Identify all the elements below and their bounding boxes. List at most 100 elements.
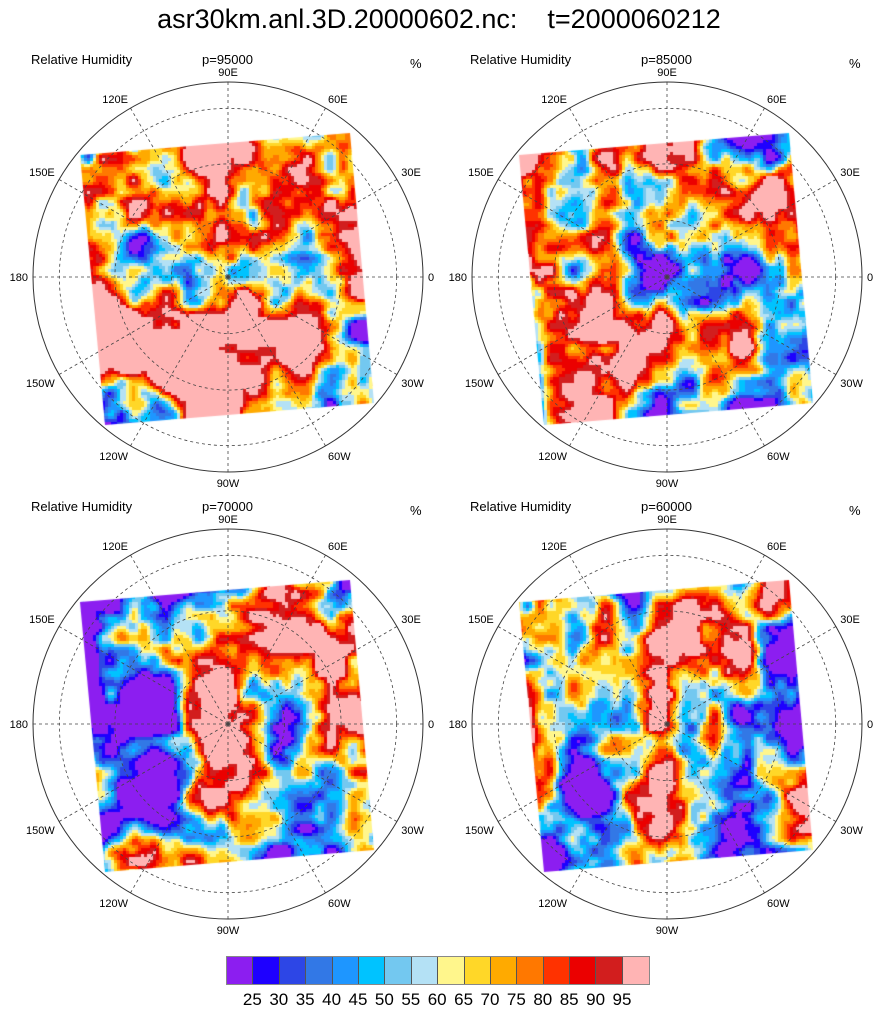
meridian-line bbox=[227, 276, 398, 375]
longitude-label: 150E bbox=[468, 614, 494, 626]
meridian-line bbox=[666, 723, 837, 822]
map-boundary-circle bbox=[471, 81, 863, 473]
colorbar-label: 50 bbox=[374, 990, 394, 1009]
longitude-label: 30W bbox=[840, 825, 863, 837]
meridian-line bbox=[227, 107, 326, 278]
map-boundary-circle bbox=[471, 528, 863, 920]
map-panel: 90E 60E 30E 0 30W 60W 90W 120W 150W 180 150E 120E Re… bbox=[0, 45, 439, 492]
longitude-label: 60E bbox=[328, 541, 348, 553]
longitude-label: 60W bbox=[328, 898, 351, 910]
humidity-field bbox=[439, 45, 878, 492]
meridian-line bbox=[666, 554, 765, 725]
colorbar-box bbox=[517, 957, 544, 984]
meridian-line bbox=[227, 276, 326, 447]
meridian-line bbox=[666, 179, 837, 278]
longitude-label: 120E bbox=[102, 94, 128, 106]
panel-pressure-label: p=85000 bbox=[641, 52, 692, 67]
latitude-circle bbox=[114, 163, 342, 391]
longitude-label: 150W bbox=[465, 825, 494, 837]
meridian-line bbox=[227, 179, 398, 278]
map-grid-overlay: 90E 60E 30E 0 30W 60W 90W 120W 150W 180 150E 120E bbox=[449, 514, 873, 937]
colorbar bbox=[226, 956, 651, 985]
meridian-line bbox=[666, 723, 765, 894]
colorbar-label: 85 bbox=[559, 990, 579, 1009]
longitude-label: 0 bbox=[428, 719, 434, 731]
latitude-circle bbox=[553, 610, 781, 838]
longitude-label: 30E bbox=[840, 614, 860, 626]
colorbar-box bbox=[358, 957, 386, 984]
longitude-label: 120E bbox=[541, 94, 567, 106]
humidity-field bbox=[0, 492, 439, 939]
meridian-line bbox=[497, 626, 668, 725]
colorbar-box bbox=[227, 957, 254, 984]
meridian-line bbox=[569, 107, 668, 278]
figure-title: asr30km.anl.3D.20000602.nc: t=2000060212 bbox=[157, 4, 721, 34]
colorbar-box bbox=[253, 957, 280, 984]
longitude-label: 150W bbox=[26, 378, 55, 390]
map-panel: 90E 60E 30E 0 30W 60W 90W 120W 150W 180 150E 120E Re… bbox=[439, 45, 878, 492]
meridian-line bbox=[569, 276, 668, 447]
latitude-circle bbox=[114, 610, 342, 838]
humidity-field bbox=[0, 45, 439, 492]
colorbar-label: 25 bbox=[242, 990, 262, 1009]
meridian-line bbox=[227, 626, 398, 725]
colorbar-box bbox=[464, 957, 491, 984]
longitude-label: 30W bbox=[401, 378, 424, 390]
colorbar-box bbox=[570, 957, 597, 984]
colorbar-box bbox=[306, 957, 333, 984]
longitude-label: 150W bbox=[26, 825, 55, 837]
longitude-label: 120W bbox=[538, 451, 567, 463]
longitude-label: 0 bbox=[428, 272, 434, 284]
longitude-label: 120W bbox=[538, 898, 567, 910]
longitude-label: 180 bbox=[10, 719, 28, 731]
map-boundary-circle bbox=[32, 528, 424, 920]
panel-pressure-label: p=95000 bbox=[202, 52, 253, 67]
longitude-label: 60W bbox=[767, 451, 790, 463]
meridian-line bbox=[130, 276, 229, 447]
meridian-line bbox=[227, 554, 326, 725]
panel-variable-label: Relative Humidity bbox=[31, 499, 133, 514]
longitude-label: 30E bbox=[401, 614, 421, 626]
longitude-label: 30W bbox=[401, 825, 424, 837]
map-panel: 90E 60E 30E 0 30W 60W 90W 120W 150W 180 150E 120E Re… bbox=[439, 492, 878, 939]
longitude-label: 180 bbox=[10, 272, 28, 284]
panel-variable-label: Relative Humidity bbox=[470, 52, 572, 67]
colorbar-box bbox=[490, 957, 518, 984]
longitude-label: 30E bbox=[401, 167, 421, 179]
longitude-label: 120W bbox=[99, 451, 128, 463]
longitude-label: 60E bbox=[767, 94, 787, 106]
colorbar-label: 75 bbox=[506, 990, 526, 1009]
meridian-line bbox=[227, 723, 398, 822]
colorbar-label: 40 bbox=[322, 990, 342, 1009]
meridian-line bbox=[130, 554, 229, 725]
panel-pressure-label: p=60000 bbox=[641, 499, 692, 514]
meridian-line bbox=[666, 626, 837, 725]
meridian-line bbox=[130, 107, 229, 278]
meridian-line bbox=[666, 276, 837, 375]
colorbar-label: 55 bbox=[401, 990, 421, 1009]
colorbar-label: 35 bbox=[295, 990, 315, 1009]
colorbar-label: 70 bbox=[480, 990, 500, 1009]
meridian-line bbox=[666, 276, 765, 447]
longitude-label: 90W bbox=[217, 925, 240, 937]
colorbar-box bbox=[411, 957, 439, 984]
colorbar-label: 45 bbox=[348, 990, 368, 1009]
meridian-line bbox=[227, 723, 326, 894]
colorbar-box bbox=[279, 957, 307, 984]
meridian-line bbox=[58, 276, 229, 375]
longitude-label: 180 bbox=[449, 719, 467, 731]
colorbar-label: 90 bbox=[586, 990, 606, 1009]
longitude-label: 60W bbox=[328, 451, 351, 463]
longitude-label: 30E bbox=[840, 167, 860, 179]
panel-units-label: % bbox=[849, 503, 861, 518]
longitude-label: 0 bbox=[867, 719, 873, 731]
map-panel: 90E 60E 30E 0 30W 60W 90W 120W 150W 180 150E 120E Re… bbox=[0, 492, 439, 939]
longitude-label: 90E bbox=[218, 514, 238, 526]
longitude-label: 150E bbox=[29, 614, 55, 626]
map-grid-overlay: 90E 60E 30E 0 30W 60W 90W 120W 150W 180 150E 120E bbox=[10, 67, 434, 490]
panel-pressure-label: p=70000 bbox=[202, 499, 253, 514]
colorbar-label: 60 bbox=[427, 990, 447, 1009]
map-grid-overlay: 90E 60E 30E 0 30W 60W 90W 120W 150W 180 150E 120E bbox=[10, 514, 434, 937]
longitude-label: 150W bbox=[465, 378, 494, 390]
longitude-label: 30W bbox=[840, 378, 863, 390]
